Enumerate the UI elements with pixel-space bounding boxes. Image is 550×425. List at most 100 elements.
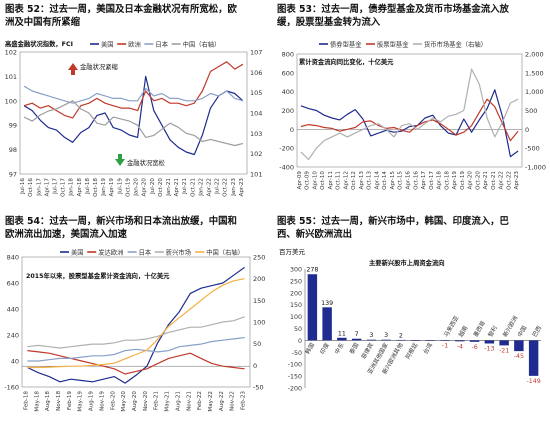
x-tick-label: 台湾: [421, 341, 434, 355]
y2-tick-label: 0: [525, 126, 529, 134]
x-tick-label: Jan-21: [166, 178, 172, 197]
x-tick-label: Nov-20: [143, 391, 149, 411]
x-tick-label: Oct-17: [61, 178, 67, 197]
panel-caption: 图表 54：过去一周，新兴市场和日本流出放缓，中国和 欧洲流出加速，美国流入加速: [5, 215, 237, 241]
x-tick-label: Apr-13: [359, 171, 365, 190]
data-label: 3: [384, 332, 388, 339]
series-line: [23, 61, 244, 119]
y-tick-label: 101: [5, 73, 17, 81]
y-tick-label: 840: [7, 254, 19, 262]
x-tick-label: Apr-23: [514, 171, 520, 190]
y2-tick-label: 500: [525, 107, 537, 115]
ease-arrow-icon: [118, 154, 122, 159]
y-tick-label: 400: [282, 88, 294, 96]
y2-tick-label: 106: [250, 69, 262, 77]
x-tick-label: May-22: [208, 391, 214, 412]
x-tick-label: Oct-21: [190, 178, 196, 197]
y-tick-label: 50: [294, 326, 302, 333]
series-line: [23, 85, 244, 104]
x-tick-label: 越南: [457, 324, 470, 338]
x-tick-label: Oct-09: [305, 171, 311, 190]
x-tick-label: Jul-18: [85, 178, 91, 195]
y-tick-label: 100: [290, 314, 302, 321]
x-tick-label: Apr-19: [452, 171, 458, 190]
x-tick-label: Apr-18: [437, 171, 443, 190]
y-tick-label: 640: [7, 280, 19, 288]
y-tick-label: 40: [11, 358, 19, 366]
caption-line: 欧洲流出加速，美国流入加速: [5, 229, 127, 240]
y2-tick-label: 101: [250, 171, 262, 179]
x-tick-label: Jan-20: [134, 178, 140, 197]
y-tick-label: 200: [282, 107, 294, 115]
x-tick-label: 中国: [516, 324, 529, 338]
x-tick-label: Nov-21: [186, 391, 192, 411]
y-tick-label: 200: [290, 290, 302, 297]
bar: [366, 339, 377, 341]
x-tick-label: May-21: [165, 391, 171, 412]
y-tick-label: 800: [282, 51, 294, 59]
x-tick-label: Apr-20: [142, 178, 148, 197]
y-tick-label: 99: [9, 122, 17, 130]
y-unit-label: 百万美元: [279, 247, 306, 256]
y2-tick-label: 104: [250, 110, 262, 118]
x-tick-label: Nov-18: [56, 391, 62, 411]
x-tick-label: Feb-18: [23, 391, 29, 410]
panel-caption: 图表 52：过去一周，美国及日本金融状况有所宽松，欧 洲及中国有所紧缩: [5, 3, 237, 29]
x-tick-label: Jan-22: [198, 178, 204, 197]
x-tick-label: Oct-11: [336, 171, 342, 190]
legend-label: 股票型基金: [377, 40, 409, 49]
data-label: 2: [399, 332, 403, 339]
x-tick-label: Apr-15: [390, 171, 396, 190]
panel-fci: 图表 52：过去一周，美国及日本金融状况有所宽松，欧 洲及中国有所紧缩 97 98…: [0, 0, 272, 200]
x-tick-label: Apr-22: [499, 171, 505, 189]
x-tick-label: Oct-20: [158, 178, 164, 197]
legend-label: 中国（右轴）: [206, 248, 244, 257]
x-tick-label: 巴西: [531, 325, 543, 339]
data-label: -149: [526, 378, 540, 385]
y-tick-label: 240: [7, 332, 19, 340]
y-tick-label: 250: [290, 278, 302, 285]
legend-label: 日本: [139, 248, 152, 257]
x-tick-label: Feb-20: [110, 391, 116, 410]
data-label: 3: [369, 332, 373, 339]
ease-arrow-icon: [115, 159, 125, 166]
x-tick-label: Jul-19: [117, 178, 123, 195]
panel-fund-flows: 图表 53：过去一周，债券型基金及货币市场基金流入放 缓，股票型基金转为流入 -…: [277, 0, 550, 200]
x-tick-label: Feb-19: [67, 391, 73, 410]
x-tick-label: Jan-18: [69, 178, 75, 197]
panel-caption: 图表 53：过去一周，债券型基金及货币市场基金流入放 缓，股票型基金转为流入: [277, 3, 509, 29]
y2-tick-label: 103: [250, 130, 262, 138]
plot-frame: [296, 53, 523, 168]
y2-tick-label: 102: [250, 150, 262, 158]
x-tick-label: Jan-19: [101, 178, 107, 197]
y2-tick-label: 2,000: [525, 51, 544, 59]
x-tick-label: Oct-22: [506, 171, 512, 190]
fci-chart: 97 98 99 100 101 102 101 102 103 104 105 106 107 Jul-…: [5, 39, 263, 197]
bar: [469, 340, 480, 342]
data-label: -1: [442, 343, 448, 350]
y2-tick-label: 150: [253, 297, 265, 305]
caption-line: 洲及中国有所紧缩: [5, 17, 81, 28]
x-tick-label: Apr-19: [109, 178, 115, 197]
series-line: [27, 278, 245, 369]
x-tick-label: Apr-18: [77, 178, 83, 197]
x-tick-label: Jan-17: [36, 178, 42, 197]
x-tick-label: Oct-19: [125, 178, 131, 197]
x-tick-label: May-20: [121, 391, 127, 412]
y-tick-label: 102: [5, 49, 17, 57]
x-tick-label: Oct-17: [429, 171, 435, 190]
data-label: -45: [514, 353, 524, 360]
plot-frame: [19, 51, 248, 175]
series-line: [300, 98, 519, 142]
y2-tick-label: 100: [253, 319, 265, 327]
x-tick-label: Oct-21: [491, 171, 497, 190]
legend-label: 新兴市场: [166, 248, 191, 257]
y-tick-label: 100: [5, 97, 17, 105]
x-tick-label: Apr-23: [239, 178, 245, 197]
x-tick-label: Apr-17: [44, 178, 50, 197]
data-label: 139: [321, 300, 333, 307]
chart-subtitle: 累计资金流向同比变化，十亿美元: [299, 57, 394, 66]
x-tick-label: 泰国: [348, 341, 361, 355]
series-line: [27, 266, 245, 384]
x-tick-label: Apr-12: [343, 171, 349, 189]
